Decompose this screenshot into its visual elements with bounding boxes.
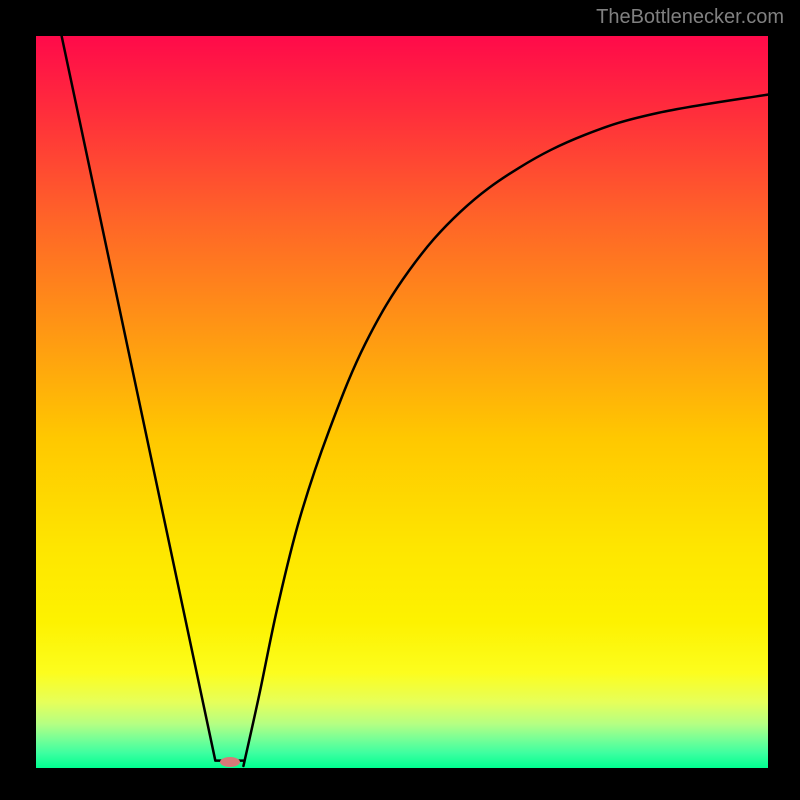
attribution-text: TheBottlenecker.com (596, 6, 784, 29)
bottleneck-curve (36, 36, 768, 768)
plot-area (36, 36, 768, 768)
chart-container: TheBottlenecker.com (0, 0, 800, 800)
